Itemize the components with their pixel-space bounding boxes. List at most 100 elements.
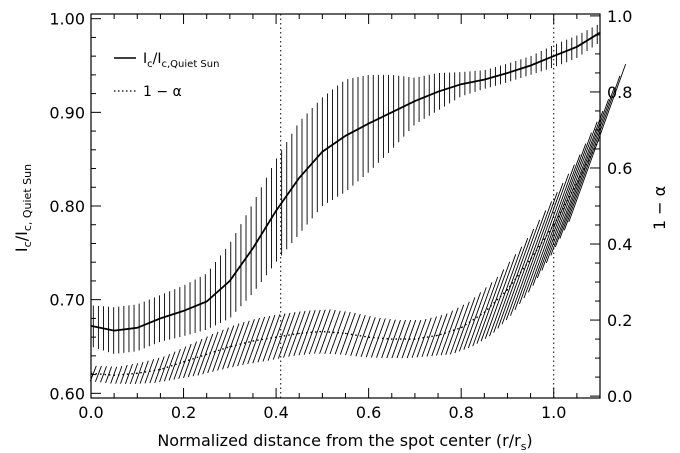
series-0-point bbox=[460, 83, 462, 85]
series-0-point bbox=[321, 151, 323, 153]
series-0-point bbox=[136, 327, 138, 329]
series-0-point bbox=[252, 247, 254, 249]
series-0-errorbars bbox=[92, 24, 598, 354]
error-bar bbox=[355, 316, 371, 357]
y-right-tick-label: 1.0 bbox=[607, 7, 632, 26]
series-1-point bbox=[206, 353, 208, 355]
series-0-point bbox=[344, 135, 347, 137]
error-bar bbox=[159, 353, 171, 383]
error-bar bbox=[467, 282, 493, 349]
error-bar bbox=[426, 315, 443, 357]
error-bar bbox=[559, 87, 615, 239]
error-bar bbox=[391, 319, 406, 359]
x-tick-label: 0.0 bbox=[78, 403, 103, 422]
x-tick-label: 0.6 bbox=[356, 403, 381, 422]
error-bar bbox=[401, 319, 417, 359]
series-0-point bbox=[506, 72, 509, 74]
series-0-point bbox=[206, 300, 208, 303]
series-1-point bbox=[159, 368, 162, 371]
series-1-point bbox=[460, 327, 462, 329]
series-0-point bbox=[159, 317, 162, 319]
series-1-point bbox=[553, 224, 555, 226]
series-0-point bbox=[414, 100, 416, 102]
series-0-point bbox=[529, 64, 532, 67]
series-0-point bbox=[391, 111, 393, 113]
y-right-tick-label: 0.2 bbox=[607, 311, 632, 330]
y-left-tick-label: 0.90 bbox=[49, 103, 85, 122]
error-bar bbox=[217, 325, 235, 371]
y-axis-left-title-base: I bbox=[12, 247, 31, 252]
error-bar bbox=[163, 351, 176, 382]
series-1-point bbox=[414, 338, 416, 340]
error-bar bbox=[288, 310, 306, 357]
error-bar bbox=[381, 319, 396, 359]
error-bar bbox=[100, 366, 107, 383]
axes: 0.0 0.2 0.4 0.6 0.8 1.0 0.60 0.70 0.80 0.90 1.00 0.… bbox=[49, 7, 632, 422]
error-bar bbox=[463, 287, 487, 350]
series-1-point bbox=[321, 330, 323, 333]
series-0-point bbox=[275, 210, 277, 212]
error-bar bbox=[324, 310, 341, 355]
legend: Ic/Ic,Quiet Sun 1 − α bbox=[114, 51, 219, 100]
series-0-point bbox=[576, 46, 578, 48]
series-1-point bbox=[252, 340, 254, 342]
series-1-point bbox=[298, 332, 300, 334]
error-bar bbox=[283, 311, 301, 358]
series-1-point bbox=[529, 258, 532, 260]
y-left-tick-label: 0.70 bbox=[49, 291, 85, 310]
error-bar bbox=[168, 348, 181, 381]
error-bar bbox=[497, 228, 535, 329]
legend-item-alpha: 1 − α bbox=[143, 84, 182, 100]
x-tick-label: 0.2 bbox=[171, 403, 196, 422]
x-axis-title: Normalized distance from the spot center… bbox=[157, 431, 532, 453]
error-bar bbox=[222, 323, 240, 370]
y-right-tick-label: 0.8 bbox=[607, 83, 632, 102]
series-1-point bbox=[229, 346, 231, 348]
error-bar bbox=[489, 246, 523, 337]
error-bar bbox=[187, 338, 203, 378]
error-bar bbox=[134, 361, 144, 384]
series-0-point bbox=[229, 280, 231, 282]
series-1-point bbox=[506, 289, 509, 291]
series-1-point bbox=[182, 361, 185, 363]
error-bar bbox=[510, 201, 553, 316]
error-bar bbox=[242, 317, 260, 366]
error-bar bbox=[476, 269, 505, 344]
y-axis-right-title: 1 − α bbox=[650, 186, 669, 230]
legend-intensity-sub2: c,Quiet Sun bbox=[162, 59, 220, 70]
error-bar bbox=[319, 309, 336, 354]
legend-item-intensity: Ic/Ic,Quiet Sun bbox=[143, 51, 219, 70]
error-bar bbox=[207, 329, 224, 374]
error-bar bbox=[252, 315, 271, 364]
error-bar bbox=[541, 132, 592, 271]
series-1-point bbox=[136, 372, 138, 374]
x-tick-label: 1.0 bbox=[541, 403, 566, 422]
error-bar bbox=[431, 313, 448, 357]
y-right-tick-label: 0.4 bbox=[607, 235, 632, 254]
x-axis-title-end: ) bbox=[526, 431, 532, 450]
error-bar bbox=[454, 297, 476, 354]
error-bar bbox=[493, 238, 529, 333]
series-1-point bbox=[113, 374, 115, 376]
error-bar bbox=[421, 316, 437, 358]
x-tick-label: 0.4 bbox=[263, 403, 288, 422]
series-0-point bbox=[483, 78, 485, 81]
error-bar bbox=[445, 304, 465, 355]
series-0-point bbox=[298, 177, 300, 179]
y-left-tick-label: 0.80 bbox=[49, 197, 85, 216]
error-bar bbox=[449, 301, 470, 355]
series-1-point bbox=[344, 332, 347, 334]
y-axis-left-title-sub1: c bbox=[21, 241, 34, 247]
error-bar bbox=[105, 366, 113, 384]
error-bar bbox=[386, 319, 401, 359]
error-bar bbox=[212, 327, 229, 372]
error-bar bbox=[472, 276, 499, 347]
series-0-point bbox=[182, 310, 185, 312]
y-right-tick-label: 0.6 bbox=[607, 159, 632, 178]
plot-area bbox=[89, 24, 627, 385]
error-bar bbox=[396, 319, 412, 359]
error-bar bbox=[416, 317, 432, 358]
error-bar bbox=[536, 143, 587, 279]
error-bar bbox=[345, 313, 361, 356]
